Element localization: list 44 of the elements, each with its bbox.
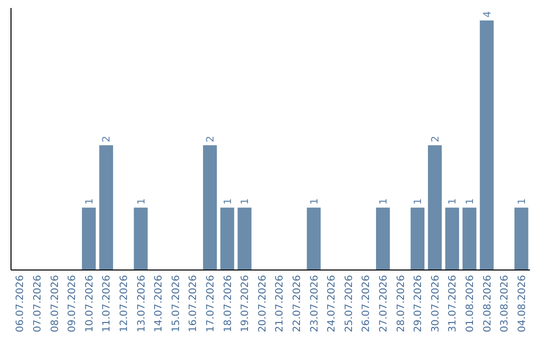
x-tick-label: 16.07.2026 (188, 275, 200, 332)
data-label: 4 (482, 11, 494, 18)
x-tick-label: 23.07.2026 (309, 275, 320, 332)
x-tick-label: 10.07.2026 (84, 275, 96, 332)
x-tick-label: 28.07.2026 (396, 275, 407, 332)
x-tick-label: 22.07.2026 (292, 275, 303, 332)
x-tick-label: 24.07.2026 (326, 275, 338, 332)
x-tick-label: 08.07.2026 (50, 275, 61, 332)
x-tick-label: 01.08.2026 (464, 275, 476, 332)
x-tick-label: 03.08.2026 (500, 275, 511, 332)
x-tick-label: 07.07.2026 (32, 275, 44, 332)
data-label: 1 (240, 198, 252, 205)
x-tick-label: 30.07.2026 (430, 275, 442, 332)
x-tick-label: 27.07.2026 (378, 275, 390, 332)
x-tick-label: 20.07.2026 (257, 275, 268, 332)
x-tick-label: 17.07.2026 (205, 275, 216, 332)
data-label: 1 (84, 198, 96, 205)
x-tick-label: 12.07.2026 (118, 275, 130, 332)
data-label: 1 (448, 198, 459, 205)
x-tick-label: 04.08.2026 (516, 275, 528, 332)
data-label: 1 (464, 198, 476, 205)
data-label: 1 (136, 198, 148, 205)
x-tick-label: 19.07.2026 (240, 275, 252, 332)
data-label: 2 (430, 136, 442, 142)
data-label: 1 (413, 198, 424, 205)
x-tick-label: 25.07.2026 (344, 275, 355, 332)
x-tick-label: 26.07.2026 (361, 275, 372, 332)
x-tick-label: 18.07.2026 (222, 275, 234, 332)
x-tick-label: 15.07.2026 (170, 275, 182, 332)
x-tick-label: 13.07.2026 (136, 275, 148, 332)
data-label: 2 (102, 136, 113, 142)
data-label: 1 (222, 198, 234, 205)
x-tick-label: 14.07.2026 (154, 275, 165, 332)
data-label: 1 (516, 198, 528, 205)
x-tick-label: 06.07.2026 (15, 275, 26, 332)
x-tick-label: 11.07.2026 (102, 275, 113, 332)
x-tick-label: 02.08.2026 (482, 275, 494, 332)
x-tick-label: 09.07.2026 (67, 275, 78, 332)
x-tick-label: 21.07.2026 (274, 275, 286, 332)
data-label: 1 (309, 198, 320, 205)
data-label: 2 (205, 136, 216, 142)
data-label: 1 (378, 198, 390, 205)
x-tick-label: 31.07.2026 (448, 275, 459, 332)
x-tick-label: 29.07.2026 (413, 275, 424, 332)
